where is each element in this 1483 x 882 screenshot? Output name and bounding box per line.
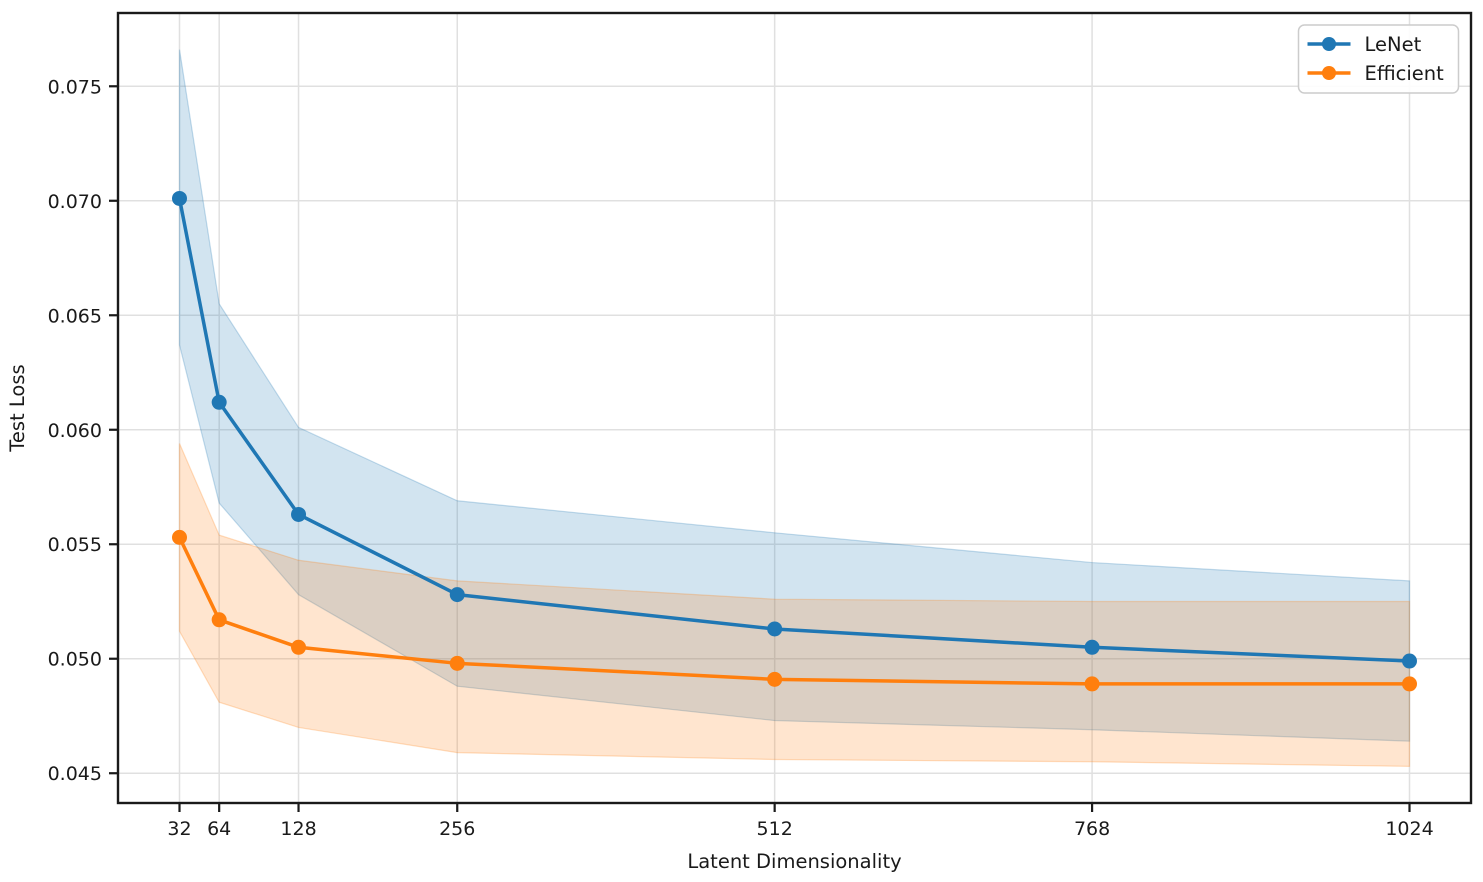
y-tick-label: 0.050: [48, 649, 102, 671]
legend-marker: [1322, 37, 1336, 51]
x-tick-label: 64: [207, 818, 231, 840]
efficient-marker: [211, 612, 227, 628]
y-tick-label: 0.075: [48, 76, 102, 98]
lenet-marker: [211, 394, 227, 410]
lenet-confidence-band: [178, 49, 1411, 742]
efficient-marker: [767, 671, 783, 687]
efficient-marker: [291, 639, 307, 655]
lenet-marker: [1402, 653, 1417, 669]
x-axis-label: Latent Dimensionality: [687, 850, 901, 873]
y-tick-label: 0.045: [48, 763, 102, 785]
efficient-marker: [449, 655, 465, 671]
lenet-marker: [449, 587, 465, 603]
y-tick-label: 0.060: [48, 420, 102, 442]
legend-label-lenet: LeNet: [1365, 33, 1422, 56]
y-tick-label: 0.070: [48, 191, 102, 213]
lenet-marker: [767, 621, 783, 637]
lenet-marker: [291, 506, 307, 522]
y-tick-label: 0.055: [48, 534, 102, 556]
plot-border: [116, 11, 1473, 805]
x-tick-label: 768: [1074, 818, 1110, 840]
x-tick-label: 32: [167, 818, 191, 840]
lenet-marker: [1084, 639, 1100, 655]
lenet-marker: [172, 190, 187, 206]
efficient-marker: [172, 529, 187, 545]
legend-box: [1297, 24, 1460, 94]
x-tick-label: 512: [757, 818, 793, 840]
y-tick-label: 0.065: [48, 305, 102, 327]
x-tick-label: 256: [439, 818, 475, 840]
x-tick-label: 128: [280, 818, 316, 840]
legend-marker: [1322, 66, 1336, 80]
efficient-marker: [1084, 676, 1100, 692]
x-tick-label: 1024: [1385, 818, 1433, 840]
legend-label-efficient: Efficient: [1365, 62, 1445, 85]
y-axis-label: Test Loss: [6, 364, 29, 452]
efficient-marker: [1402, 676, 1417, 692]
